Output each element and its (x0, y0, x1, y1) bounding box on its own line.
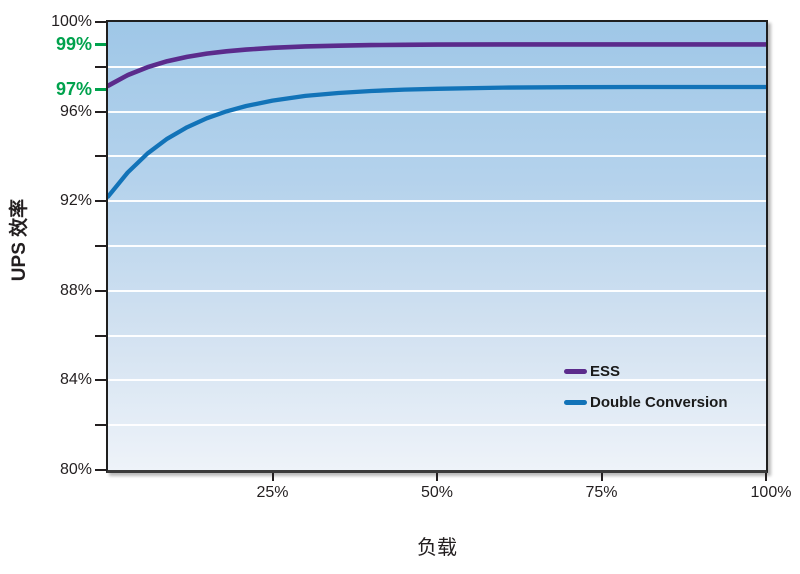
y-tick (95, 200, 106, 203)
y-tick (95, 379, 106, 382)
y-tick-label: 88% (59, 281, 92, 299)
gridline (108, 65, 766, 68)
y-tick (95, 110, 106, 113)
legend-label-double-conversion: Double Conversion (590, 394, 728, 411)
y-tick (95, 334, 106, 337)
plot-area (106, 20, 768, 473)
y-axis-title: UPS 效率 (9, 198, 30, 282)
y-tick (95, 65, 106, 68)
y-tick (95, 424, 106, 427)
gridline (108, 200, 766, 203)
y-tick-label: 97% (55, 79, 92, 100)
x-tick-label: 50% (420, 484, 454, 501)
x-tick (600, 473, 603, 481)
gridline (108, 289, 766, 292)
gridline (108, 334, 766, 337)
ess-line-swatch (564, 369, 587, 374)
x-tick-label: 100% (750, 484, 792, 501)
x-tick-label: 25% (256, 484, 289, 501)
x-tick (271, 473, 274, 481)
x-tick (765, 473, 767, 481)
legend-item-double-conversion: Double Conversion (564, 387, 728, 418)
y-tick (95, 469, 106, 471)
legend: ESS Double Conversion (564, 356, 728, 418)
series-line-ess (108, 42, 766, 89)
y-tick-label: 96% (59, 102, 92, 120)
y-tick-label: 92% (59, 192, 92, 210)
y-tick (95, 155, 106, 158)
x-tick-label: 75% (585, 484, 618, 501)
y-tick-label: 100% (51, 13, 92, 30)
y-tick (95, 289, 106, 292)
gridline (108, 424, 766, 427)
y-tick (95, 21, 106, 23)
y-tick (95, 42, 106, 46)
gridline (108, 379, 766, 382)
y-tick-label: 80% (59, 461, 92, 478)
y-tick-label: 84% (59, 371, 92, 389)
gridline (108, 155, 766, 158)
y-tick (95, 245, 106, 247)
x-axis-title: 负载 (417, 537, 457, 559)
gridline (108, 110, 766, 113)
series-line-double-conversion (108, 84, 766, 199)
double-conversion-line-swatch (564, 400, 587, 405)
x-tick (436, 473, 438, 481)
legend-item-ess: ESS (564, 356, 728, 387)
legend-label-ess: ESS (590, 363, 621, 380)
gridline (108, 245, 766, 247)
series-lines (108, 42, 766, 199)
y-tick-label: 99% (55, 34, 92, 55)
y-tick (95, 87, 106, 91)
